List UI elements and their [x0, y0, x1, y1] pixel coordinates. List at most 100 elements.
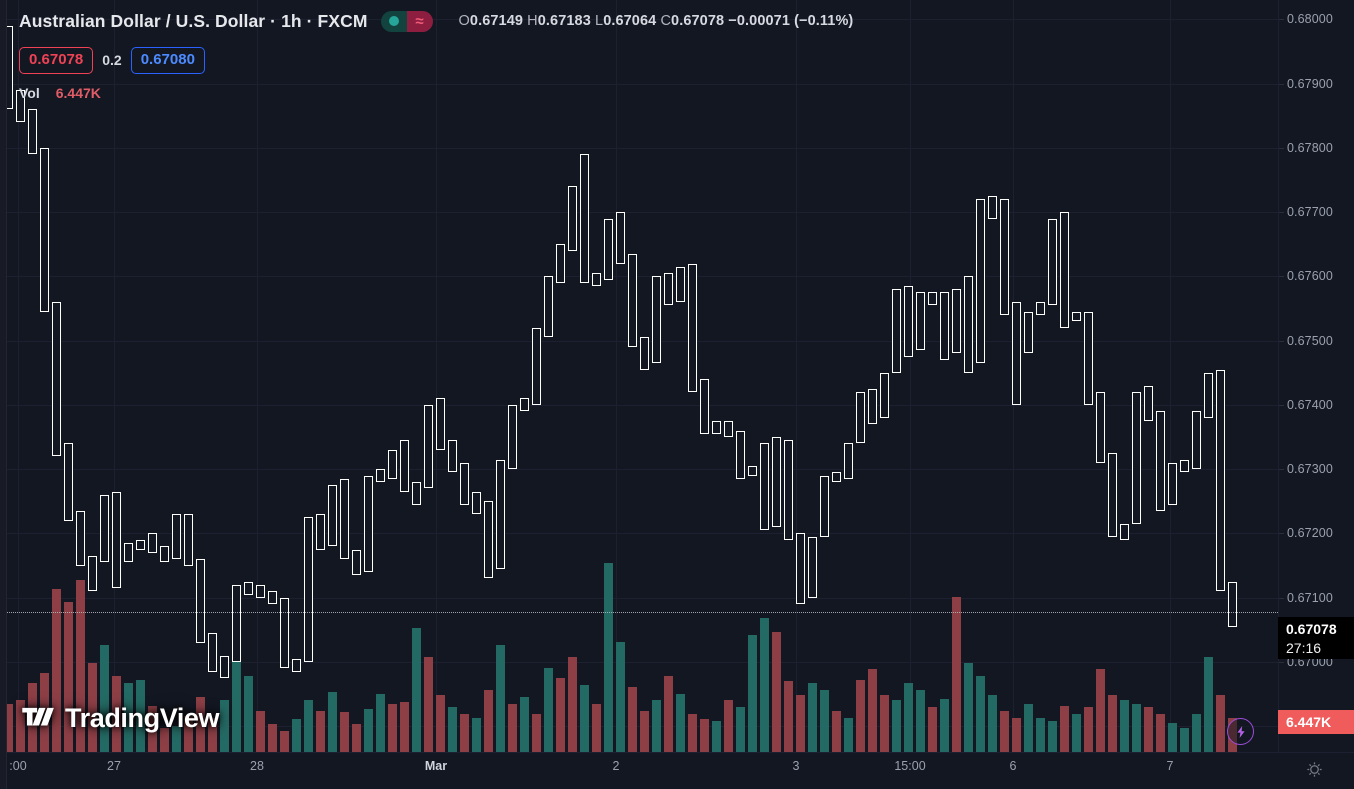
- candle: [892, 289, 901, 373]
- volume-bar: [1216, 695, 1225, 752]
- price-tick-dash: [1279, 662, 1284, 664]
- gridline-vertical: [796, 0, 797, 752]
- volume-bar: [580, 684, 589, 752]
- volume-bar: [1132, 703, 1141, 752]
- candle: [736, 430, 745, 479]
- last-price-line: [7, 611, 1278, 613]
- candle: [76, 510, 85, 566]
- volume-bar: [544, 667, 553, 752]
- volume-bar: [1048, 721, 1057, 752]
- step-value[interactable]: 0.2: [102, 52, 122, 69]
- volume-bar: [16, 700, 25, 752]
- time-axis-tick: 27: [107, 759, 121, 773]
- candle: [1216, 369, 1225, 592]
- volume-bar: [736, 707, 745, 752]
- candle: [1108, 453, 1117, 537]
- volume-bar: [76, 580, 85, 752]
- candle: [904, 286, 913, 357]
- volume-bar: [496, 645, 505, 752]
- candle: [928, 292, 937, 306]
- volume-bar: [448, 707, 457, 752]
- time-axis-tick: 3: [792, 759, 800, 773]
- volume-bar: [1000, 710, 1009, 752]
- candle: [16, 89, 25, 123]
- volume-legend[interactable]: Vol 6.447K: [19, 85, 101, 101]
- time-axis[interactable]: :00 27 28 Mar 2 3 15:00 6 7: [0, 752, 1354, 789]
- volume-bar: [556, 678, 565, 752]
- volume-bar: [1108, 695, 1117, 752]
- candle: [1060, 212, 1069, 328]
- volume-bar: [256, 710, 265, 752]
- candle: [952, 289, 961, 354]
- price-axis-tick: 0.67700: [1287, 205, 1333, 220]
- volume-bar: [820, 690, 829, 752]
- gear-icon[interactable]: [1300, 755, 1328, 783]
- chart-canvas[interactable]: [7, 0, 1278, 752]
- volume-bar: [856, 679, 865, 752]
- volume-legend-value: 6.447K: [55, 85, 101, 101]
- left-edge-scrollbar[interactable]: [0, 0, 7, 789]
- candle: [484, 501, 493, 579]
- candle: [844, 443, 853, 479]
- candle: [304, 517, 313, 662]
- volume-bar: [1096, 669, 1105, 752]
- candle: [592, 273, 601, 286]
- gridline-horizontal: [7, 662, 1278, 664]
- volume-bar: [1024, 703, 1033, 752]
- volume-bar: [604, 562, 613, 752]
- volume-bar: [1072, 714, 1081, 752]
- candle: [196, 559, 205, 643]
- candle: [496, 459, 505, 569]
- candle: [316, 514, 325, 550]
- lightning-bolt-icon[interactable]: [1227, 718, 1254, 745]
- volume-bar: [868, 669, 877, 752]
- volume-bar: [268, 724, 277, 752]
- time-axis-tick: 6: [1009, 759, 1017, 773]
- volume-legend-label: Vol: [19, 85, 40, 101]
- candle: [232, 584, 241, 662]
- price-tick-dash: [1279, 19, 1284, 21]
- candle: [1192, 411, 1201, 470]
- candle: [280, 597, 289, 669]
- last-price-badge[interactable]: 0.67078: [19, 47, 94, 74]
- tradingview-wordmark: TradingView: [65, 703, 220, 733]
- volume-bar: [616, 641, 625, 752]
- last-price-value: 0.67078: [1286, 620, 1337, 637]
- volume-bar: [232, 610, 241, 752]
- volume-bar: [304, 700, 313, 752]
- time-axis-tick: 7: [1166, 759, 1174, 773]
- bid-price-badge-value: 0.67080: [140, 51, 195, 68]
- candle: [748, 465, 757, 476]
- bid-price-badge[interactable]: 0.67080: [130, 47, 205, 74]
- volume-bar: [148, 705, 157, 752]
- volume-bar: [124, 683, 133, 752]
- gridline-horizontal: [7, 19, 1278, 21]
- candle: [1024, 311, 1033, 354]
- candle: [424, 404, 433, 489]
- volume-bar: [412, 628, 421, 752]
- volume-bar: [964, 662, 973, 752]
- volume-bar: [88, 662, 97, 752]
- price-axis-tick: 0.67900: [1287, 76, 1333, 91]
- candle: [808, 536, 817, 598]
- price-axis-tick: 0.67100: [1287, 590, 1333, 605]
- candle: [7, 25, 13, 110]
- price-tick-dash: [1279, 404, 1284, 406]
- volume-bar: [112, 676, 121, 752]
- price-axis-tick: 0.67600: [1287, 269, 1333, 284]
- gridline-vertical: [436, 0, 437, 752]
- volume-bar: [280, 731, 289, 752]
- price-tick-dash: [1279, 533, 1284, 535]
- gridline-vertical: [18, 0, 19, 752]
- time-axis-tick: 28: [250, 759, 264, 773]
- gridline-horizontal: [7, 147, 1278, 149]
- volume-bar: [340, 712, 349, 752]
- gridline-vertical: [616, 0, 617, 752]
- volume-bar: [100, 645, 109, 752]
- bolt-glyph: [1236, 725, 1245, 738]
- price-tick-dash: [1279, 83, 1284, 85]
- volume-bar: [292, 719, 301, 752]
- tradingview-watermark: TradingView: [22, 703, 220, 734]
- time-axis-tick: :00: [9, 759, 27, 773]
- last-price-tag: 0.67078 27:16: [1278, 616, 1354, 659]
